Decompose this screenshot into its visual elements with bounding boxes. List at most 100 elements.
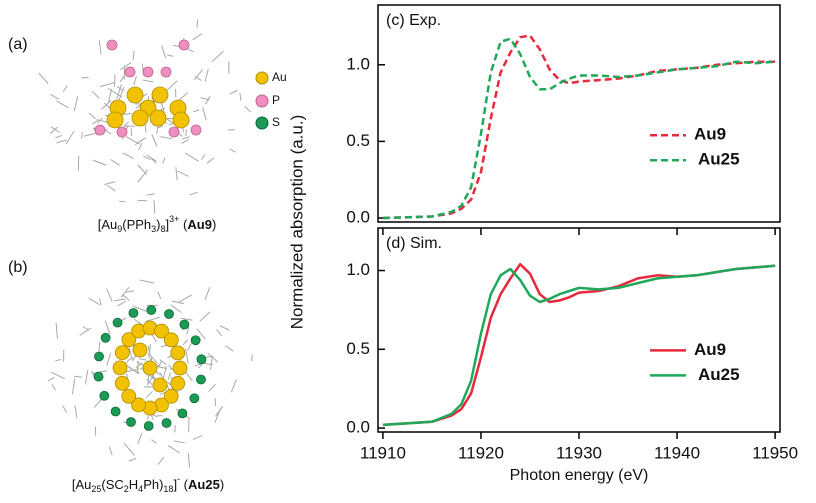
bond — [99, 298, 102, 306]
bond — [116, 84, 122, 100]
bond — [82, 326, 89, 331]
bond — [177, 294, 192, 303]
bond — [200, 154, 206, 160]
bond — [138, 358, 148, 361]
atom — [112, 360, 128, 376]
atom — [114, 375, 130, 391]
bond — [204, 68, 209, 82]
bond — [166, 80, 178, 91]
bond — [161, 45, 167, 59]
atom — [164, 309, 174, 319]
bond — [185, 152, 199, 162]
y-tick-label: 1.0 — [346, 260, 370, 279]
bond — [193, 69, 203, 81]
bond — [196, 19, 199, 28]
y-tick-label: 0.0 — [346, 207, 370, 226]
bond — [122, 112, 133, 115]
legend-label: Au9 — [694, 125, 726, 144]
atom — [152, 377, 168, 393]
bond — [151, 439, 157, 444]
bond — [122, 294, 130, 301]
bond — [132, 50, 135, 61]
x-tick-label: 11930 — [556, 443, 602, 462]
bond — [92, 159, 107, 166]
atom — [196, 374, 206, 385]
bond — [125, 368, 140, 373]
y-axis-label: Normalized absorption (a.u.) — [287, 115, 306, 329]
bond — [202, 107, 207, 120]
bond — [192, 435, 203, 440]
bond — [219, 325, 230, 331]
bond — [119, 75, 125, 83]
molecule-au9 — [38, 19, 252, 214]
bond — [160, 136, 173, 140]
bond — [177, 170, 189, 177]
bond — [113, 74, 116, 88]
atom — [160, 66, 172, 78]
atom — [126, 86, 144, 104]
bond — [239, 93, 242, 101]
bond — [167, 445, 181, 454]
bond — [137, 169, 148, 183]
bond — [119, 200, 126, 203]
bond — [50, 93, 59, 100]
bond — [145, 316, 160, 322]
atom — [163, 388, 179, 404]
bond — [142, 79, 154, 83]
bond — [137, 164, 148, 175]
atom — [106, 39, 118, 51]
atom — [170, 345, 186, 361]
bond — [192, 33, 203, 41]
bond — [187, 452, 191, 468]
bond — [79, 327, 92, 336]
bond — [132, 305, 147, 312]
bond — [147, 352, 159, 364]
atom — [143, 421, 154, 431]
bond — [193, 109, 200, 113]
bond — [199, 311, 211, 322]
bond — [173, 440, 185, 444]
bond — [230, 379, 237, 393]
caption-b: [Au25(SC2H4Ph)18]- (Au25) — [72, 474, 224, 494]
bond — [138, 142, 143, 151]
atom — [124, 66, 136, 78]
atom — [112, 317, 123, 328]
bond — [101, 100, 112, 110]
bond — [166, 54, 174, 57]
bond — [123, 443, 135, 456]
bond — [244, 105, 252, 113]
legend-label: Au25 — [698, 365, 740, 384]
atom — [99, 390, 110, 401]
atom — [94, 351, 104, 362]
bond — [107, 88, 122, 98]
y-tick-label: 0.5 — [346, 131, 370, 150]
x-tick-label: 11910 — [360, 443, 406, 462]
y-tick-label: 0.0 — [346, 418, 370, 437]
bond — [146, 377, 153, 386]
atom — [146, 305, 157, 315]
bond — [177, 92, 188, 102]
bond — [88, 297, 100, 306]
bond — [106, 288, 113, 302]
atom — [177, 408, 188, 419]
bond — [91, 119, 99, 125]
bond — [157, 291, 162, 299]
atom — [100, 332, 111, 343]
atom — [106, 111, 124, 129]
legend-label: Au9 — [694, 340, 726, 359]
bond — [107, 184, 116, 192]
bond — [133, 75, 137, 86]
bond — [170, 304, 182, 314]
bond — [167, 372, 172, 380]
bond — [159, 359, 167, 366]
series-line — [382, 264, 776, 427]
bond — [216, 329, 223, 337]
bond — [65, 130, 75, 145]
bond — [208, 383, 217, 392]
bond — [120, 62, 132, 71]
bond — [153, 199, 156, 214]
atom — [168, 126, 180, 138]
bond — [120, 287, 130, 298]
bond — [55, 134, 62, 139]
